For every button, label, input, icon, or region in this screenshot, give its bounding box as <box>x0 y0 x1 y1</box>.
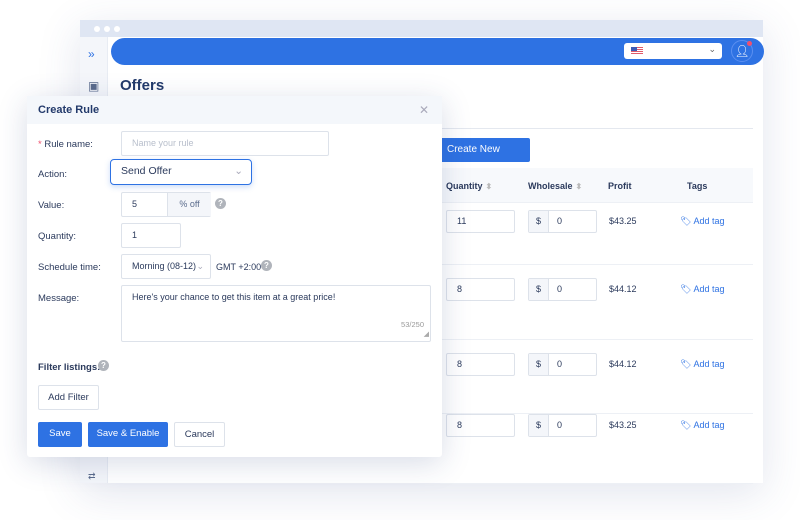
help-icon[interactable]: ? <box>261 260 272 271</box>
quantity-label: Quantity: <box>38 231 77 242</box>
page-title: Offers <box>120 77 165 94</box>
wholesale-value: 0 <box>557 359 563 369</box>
table-header: Quantity ⬍ Wholesale ⬍ Profit Tags <box>440 168 753 203</box>
quantity-input[interactable]: 11 <box>446 210 515 233</box>
value-suffix: % off <box>167 193 211 216</box>
dashboard-icon[interactable]: ▣ <box>88 79 100 93</box>
filter-listings-label: Filter listings: <box>38 362 101 373</box>
add-tag-link[interactable]: 🏷︎ Add tag <box>680 210 724 233</box>
add-filter-button[interactable]: Add Filter <box>38 385 99 410</box>
profit-value: $44.12 <box>609 284 637 294</box>
column-wholesale[interactable]: Wholesale ⬍ <box>528 181 582 191</box>
add-tag-link[interactable]: 🏷︎ Add tag <box>680 414 724 437</box>
rule-name-input[interactable]: Name your rule <box>121 131 329 156</box>
divider <box>440 128 753 129</box>
column-profit: Profit <box>608 181 632 191</box>
wholesale-input[interactable]: $0 <box>528 278 597 301</box>
quantity-input[interactable]: 8 <box>446 278 515 301</box>
help-icon[interactable]: ? <box>215 198 226 209</box>
action-select[interactable]: Send Offer ⌄ <box>110 159 252 185</box>
window-titlebar <box>80 20 763 37</box>
rule-name-label: * Rule name: <box>38 139 93 150</box>
us-flag-icon <box>631 47 643 55</box>
top-bar: ⌄ 👤︎ <box>111 38 764 65</box>
required-mark: * <box>38 139 42 150</box>
wholesale-value: 0 <box>557 216 563 226</box>
cancel-button[interactable]: Cancel <box>174 422 225 447</box>
wholesale-input[interactable]: $0 <box>528 353 597 376</box>
tag-icon: 🏷︎ <box>680 420 692 430</box>
notification-badge <box>747 41 752 46</box>
language-select[interactable]: ⌄ <box>624 43 722 59</box>
currency-symbol: $ <box>529 279 549 300</box>
column-quantity[interactable]: Quantity ⬍ <box>446 181 492 191</box>
column-label: Wholesale <box>528 181 573 191</box>
quantity-input[interactable]: 8 <box>446 414 515 437</box>
column-label: Quantity <box>446 181 483 191</box>
window-dot <box>104 26 110 32</box>
chevron-down-icon: ⌄ <box>708 44 716 54</box>
label-text: Rule name: <box>44 139 93 150</box>
table-row: 8 $0 $44.12 🏷︎ Add tag <box>440 265 753 340</box>
sort-icon: ⬍ <box>485 182 493 191</box>
value-label: Value: <box>38 200 65 211</box>
add-tag-label: Add tag <box>693 216 725 226</box>
wholesale-input[interactable]: $0 <box>528 414 597 437</box>
chevron-down-icon: ⌄ <box>196 261 204 271</box>
create-listing-button[interactable]: Create New Listing <box>440 138 530 179</box>
expand-sidebar-icon[interactable]: » <box>88 47 95 61</box>
currency-symbol: $ <box>529 415 549 436</box>
tag-icon: 🏷︎ <box>680 284 692 294</box>
message-textarea[interactable]: Here's your chance to get this item at a… <box>121 285 431 342</box>
schedule-label: Schedule time: <box>38 262 101 273</box>
table-row: 11 $0 $43.25 🏷︎ Add tag <box>440 203 753 265</box>
window-dot <box>114 26 120 32</box>
wholesale-input[interactable]: $0 <box>528 210 597 233</box>
sort-icon: ⬍ <box>575 182 583 191</box>
window-dot <box>94 26 100 32</box>
add-tag-link[interactable]: 🏷︎ Add tag <box>680 278 724 301</box>
exchange-icon[interactable]: ⇄ <box>88 471 96 481</box>
placeholder: Name your rule <box>132 138 194 148</box>
resize-handle-icon[interactable]: ◢ <box>423 331 429 338</box>
value-text: 5 <box>132 199 138 209</box>
wholesale-value: 0 <box>557 284 563 294</box>
create-rule-modal: Create Rule ✕ * Rule name: Name your rul… <box>27 96 442 457</box>
profit-value: $43.25 <box>609 420 637 430</box>
quantity-value: 1 <box>132 230 138 240</box>
quantity-input[interactable]: 1 <box>121 223 181 248</box>
profit-value: $44.12 <box>609 359 637 369</box>
save-button[interactable]: Save <box>38 422 82 447</box>
tag-icon: 🏷︎ <box>680 216 692 226</box>
add-tag-label: Add tag <box>693 284 725 294</box>
user-avatar[interactable]: 👤︎ <box>731 40 753 62</box>
schedule-select[interactable]: Morning (08-12) ⌄ <box>121 254 211 279</box>
currency-symbol: $ <box>529 354 549 375</box>
quantity-input[interactable]: 8 <box>446 353 515 376</box>
chevron-down-icon: ⌄ <box>234 165 243 177</box>
tag-icon: 🏷︎ <box>680 359 692 369</box>
table-row: 8 $0 $44.12 🏷︎ Add tag <box>440 340 753 414</box>
modal-title: Create Rule <box>27 96 442 124</box>
help-icon[interactable]: ? <box>98 360 109 371</box>
add-tag-label: Add tag <box>693 359 725 369</box>
table-row: 8 $0 $43.25 🏷︎ Add tag <box>440 414 753 484</box>
column-tags: Tags <box>687 181 708 191</box>
value-input[interactable]: 5 % off <box>121 192 211 217</box>
selected-value: Morning (08-12) <box>132 261 197 271</box>
message-label: Message: <box>38 293 80 304</box>
user-icon: 👤︎ <box>734 44 750 58</box>
add-tag-link[interactable]: 🏷︎ Add tag <box>680 353 724 376</box>
selected-value: Send Offer <box>121 165 172 177</box>
action-label: Action: <box>38 169 68 180</box>
add-tag-label: Add tag <box>693 420 725 430</box>
wholesale-value: 0 <box>557 420 563 430</box>
profit-value: $43.25 <box>609 216 637 226</box>
save-and-enable-button[interactable]: Save & Enable <box>88 422 168 447</box>
currency-symbol: $ <box>529 211 549 232</box>
message-text: Here's your chance to get this item at a… <box>132 292 336 302</box>
character-count: 53/250 <box>401 320 424 329</box>
close-icon[interactable]: ✕ <box>418 103 429 117</box>
timezone-label: GMT +2:00 <box>216 262 262 272</box>
